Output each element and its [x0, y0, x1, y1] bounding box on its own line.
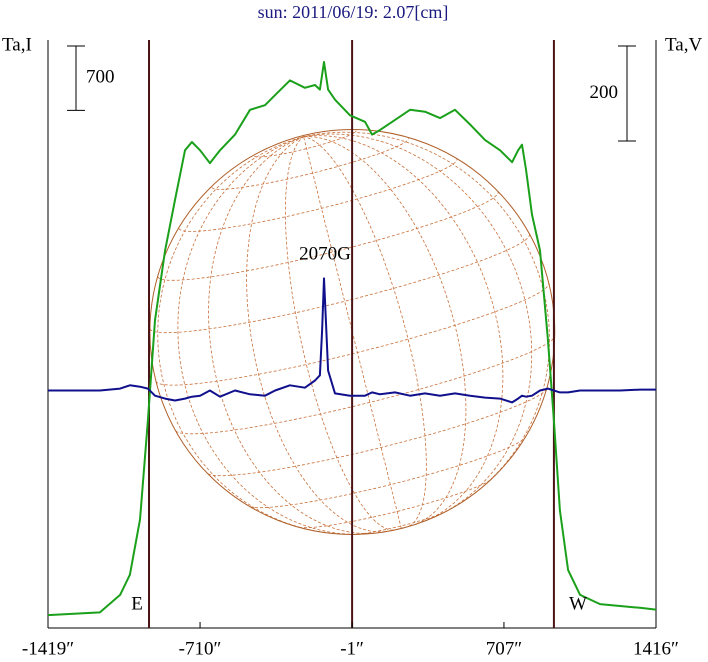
x-tick-label: -1419″: [22, 638, 74, 659]
scale-bar-y2-label: 200: [590, 82, 619, 103]
disk-grid-latitude: [178, 159, 458, 232]
annotation: E: [131, 593, 143, 614]
disk-grid-latitude: [207, 389, 547, 477]
series-line: [47, 61, 657, 617]
disk-grid-latitude: [254, 130, 357, 158]
disk-grid-longitude: [303, 135, 504, 523]
x-tick-label: 1416″: [633, 638, 679, 659]
y2-axis-label: Ta,V: [665, 34, 702, 55]
disk-grid-longitude: [303, 136, 402, 529]
x-tick-label: -710″: [179, 638, 222, 659]
chart-title: sun: 2011/06/19: 2.07[cm]: [258, 2, 449, 22]
disk-grid-latitude: [353, 510, 447, 535]
disk-grid-longitude: [157, 136, 321, 533]
disk-grid-longitude: [303, 131, 550, 494]
series-line: [48, 277, 656, 404]
disk-grid-longitude: [303, 136, 467, 525]
annotation: W: [569, 593, 587, 614]
disk-grid-latitude: [175, 336, 556, 435]
x-tick-label: -1″: [340, 638, 364, 659]
disk-grid-longitude: [285, 136, 394, 531]
disk-grid-longitude: [177, 136, 366, 535]
x-tick-label: 707″: [486, 638, 522, 659]
annotation: 2070G: [299, 243, 351, 264]
disk-grid-longitude: [208, 136, 380, 534]
scale-bar-y-label: 700: [86, 67, 115, 88]
disk-grid-longitude: [246, 136, 386, 533]
disk-grid-longitude: [303, 133, 533, 517]
disk-grid-latitude: [157, 191, 499, 281]
y-axis-label: Ta,I: [2, 34, 32, 55]
